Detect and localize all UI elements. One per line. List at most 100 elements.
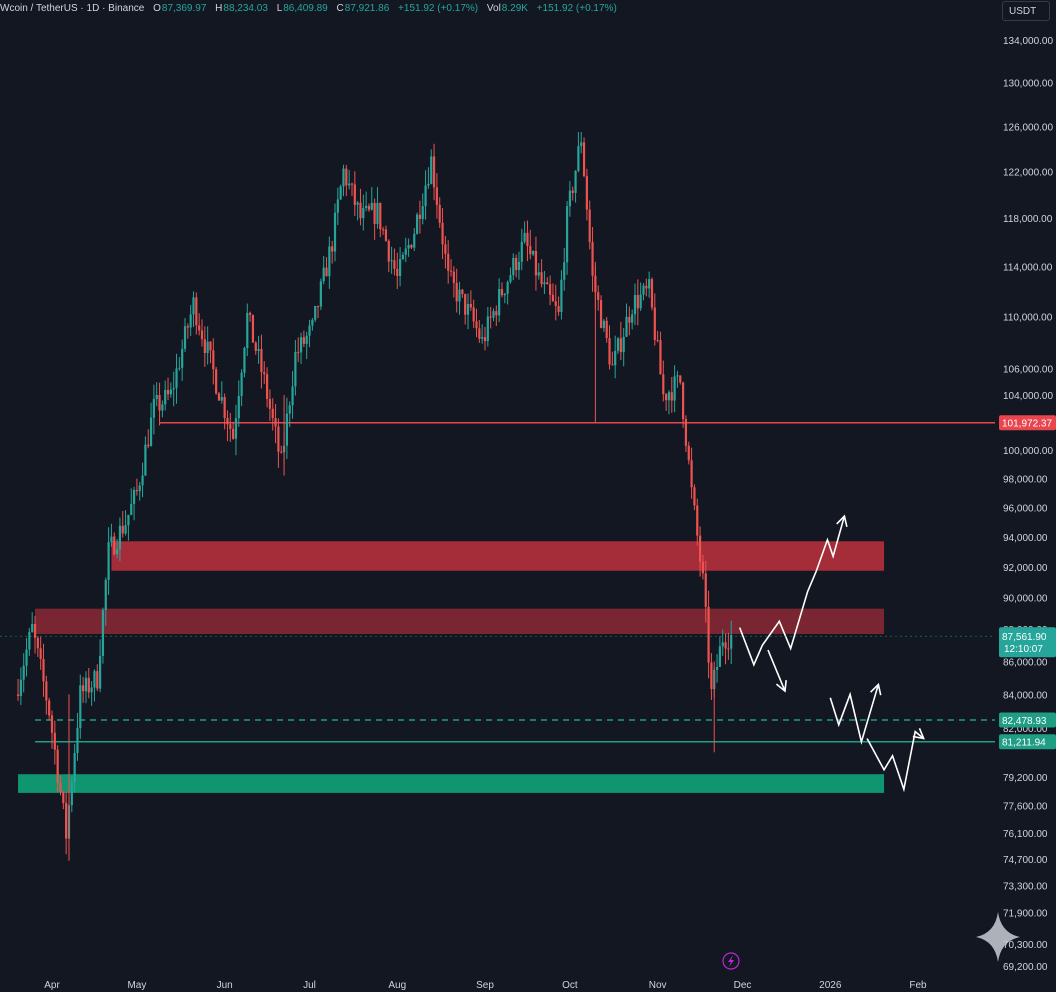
price-tick-label: 86,000.00 — [1003, 657, 1048, 668]
candle — [698, 535, 702, 562]
volume-change-value: +151.92 (+0.17%) — [536, 3, 617, 14]
candle — [42, 658, 45, 682]
candle — [147, 444, 150, 447]
candle — [537, 272, 540, 276]
candle — [333, 212, 337, 252]
candle — [206, 341, 209, 354]
resistance-zone — [111, 541, 885, 571]
candle — [353, 184, 356, 205]
candle — [523, 232, 526, 242]
candle — [322, 267, 325, 282]
candle — [622, 336, 625, 353]
last-price-tag: 87,561.90 — [1002, 632, 1047, 643]
arrowhead — [836, 514, 848, 527]
candle — [198, 325, 201, 331]
candle — [243, 348, 246, 373]
candle — [59, 782, 62, 793]
candle — [169, 389, 172, 395]
candle — [265, 374, 269, 399]
candle — [418, 214, 422, 219]
time-tick-label: May — [127, 980, 146, 991]
open-label: O — [153, 3, 161, 14]
candle — [96, 671, 99, 689]
candle — [730, 635, 733, 649]
price-tick-label: 100,000.00 — [1003, 446, 1053, 457]
candle — [424, 185, 427, 207]
candle — [608, 338, 611, 365]
candle — [186, 326, 189, 328]
candles-layer — [16, 132, 733, 861]
sparkle-watermark-icon — [976, 912, 1020, 962]
candle — [348, 183, 351, 186]
candle — [449, 270, 453, 272]
candle — [401, 254, 405, 259]
candle — [486, 316, 489, 342]
candle — [642, 285, 645, 295]
candle — [631, 314, 634, 323]
price-tags-layer: 101,972.37 82,478.93 81,211.94 87,561.9012:… — [0, 415, 1056, 750]
candle — [65, 803, 68, 839]
candle — [557, 306, 560, 313]
projection-path — [738, 515, 846, 667]
open-value: 87,369.97 — [161, 3, 207, 14]
candle — [164, 389, 167, 405]
candle — [435, 187, 438, 205]
candle — [602, 320, 605, 328]
zones-layer — [18, 541, 885, 793]
projection-path — [829, 684, 880, 746]
close-label: C — [336, 3, 344, 14]
candle — [455, 282, 458, 302]
candle — [529, 246, 532, 255]
candle — [415, 214, 419, 234]
candle — [118, 525, 122, 550]
level-price-tag: 101,972.37 — [1002, 419, 1052, 430]
candle — [506, 281, 509, 294]
price-axis[interactable]: 134,000.00 130,000.00 126,000.00 122,000.00… — [1003, 36, 1053, 973]
price-tick-label: 118,000.00 — [1003, 214, 1053, 225]
candle — [390, 260, 393, 262]
candle — [498, 289, 501, 316]
price-tick-label: 79,200.00 — [1003, 773, 1048, 784]
candle — [458, 289, 461, 302]
candle — [50, 715, 54, 733]
price-tick-label: 110,000.00 — [1003, 313, 1053, 324]
candle — [432, 156, 436, 188]
candle — [152, 399, 155, 418]
candle — [268, 398, 272, 409]
candle — [263, 372, 266, 375]
projection-path — [866, 730, 925, 793]
price-tick-label: 122,000.00 — [1003, 167, 1053, 178]
price-tick-label: 134,000.00 — [1003, 36, 1053, 47]
candle — [648, 279, 651, 289]
currency-unit-badge[interactable]: USDT — [1002, 1, 1050, 21]
close-value: 87,921.86 — [344, 3, 390, 14]
candle — [90, 687, 93, 693]
candle — [382, 229, 385, 231]
candle — [104, 579, 107, 611]
candle — [645, 285, 648, 289]
time-axis[interactable]: Apr May Jun Jul Aug Sep Oct Nov Dec 2026 Feb — [44, 980, 927, 991]
candle — [379, 202, 382, 230]
price-tick-label: 77,600.00 — [1003, 801, 1048, 812]
candle — [667, 392, 671, 401]
candle — [249, 312, 252, 315]
candle — [246, 312, 249, 349]
high-value: 88,234.03 — [223, 3, 268, 14]
candle — [232, 428, 235, 439]
symbol-title[interactable]: Wcoin / TetherUS · 1D · Binance — [0, 3, 145, 14]
candle — [653, 307, 656, 340]
candle — [359, 202, 362, 219]
candle — [356, 202, 359, 205]
price-tick-label: 106,000.00 — [1003, 364, 1053, 375]
candle — [130, 503, 133, 515]
candle — [325, 267, 328, 277]
candle — [676, 375, 679, 377]
projection-path — [767, 649, 786, 692]
candle — [665, 394, 668, 401]
candle — [438, 204, 441, 223]
candle — [427, 183, 430, 186]
time-tick-label: Nov — [649, 980, 667, 991]
candle — [628, 316, 631, 323]
candle — [76, 728, 79, 754]
